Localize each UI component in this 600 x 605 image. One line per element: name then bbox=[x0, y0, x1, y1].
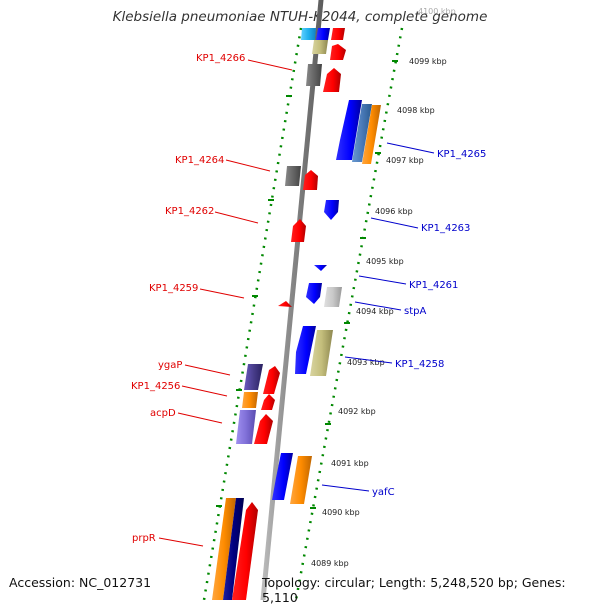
kbp-label: 4099 kbp bbox=[409, 57, 447, 66]
label-stpa: stpA bbox=[404, 306, 426, 317]
topology-text: Topology: circular; Length: 5,248,520 bp… bbox=[262, 575, 566, 605]
label-kp1-4263: KP1_4263 bbox=[421, 223, 470, 234]
left-labels: KP1_4266 KP1_4264 KP1_4262 KP1_4259 ygaP… bbox=[131, 53, 293, 547]
gene-features-top bbox=[301, 28, 346, 60]
gene-kp1-4262 bbox=[291, 219, 306, 242]
kbp-label: 4096 kbp bbox=[375, 207, 413, 216]
label-kp1-4259: KP1_4259 bbox=[149, 283, 198, 294]
kbp-label: 4094 kbp bbox=[356, 307, 394, 316]
genome-title: Klebsiella pneumoniae NTUH-K2044, comple… bbox=[112, 9, 488, 25]
kbp-label: 4090 kbp bbox=[322, 508, 360, 517]
kbp-label: 4097 kbp bbox=[386, 156, 424, 165]
label-kp1-4265: KP1_4265 bbox=[437, 149, 486, 160]
label-yafc: yafC bbox=[372, 487, 395, 498]
gene-prpr bbox=[212, 498, 258, 600]
gene-kp1-4264 bbox=[285, 166, 318, 190]
label-acpd: acpD bbox=[150, 408, 176, 419]
kbp-label: 4091 kbp bbox=[331, 459, 369, 468]
kbp-label: 4095 kbp bbox=[366, 257, 404, 266]
label-kp1-4261: KP1_4261 bbox=[409, 280, 458, 291]
accession-text: Accession: NC_012731 bbox=[9, 575, 152, 590]
label-kp1-4262: KP1_4262 bbox=[165, 206, 214, 217]
right-tick-track bbox=[294, 27, 404, 600]
label-kp1-4264: KP1_4264 bbox=[175, 155, 224, 166]
kbp-scale: 4089 kbp 4090 kbp 4091 kbp 4092 kbp 4093… bbox=[311, 7, 456, 568]
gene-kp1-4259 bbox=[278, 301, 292, 307]
label-ygap: ygaP bbox=[158, 360, 182, 371]
gene-yafc bbox=[272, 453, 312, 504]
gene-kp1-4263 bbox=[324, 200, 339, 220]
label-kp1-4258: KP1_4258 bbox=[395, 359, 444, 370]
label-kp1-4256: KP1_4256 bbox=[131, 381, 180, 392]
right-labels: KP1_4265 KP1_4263 KP1_4261 stpA KP1_4258… bbox=[321, 142, 486, 498]
gene-kp1-4256 bbox=[242, 392, 275, 410]
label-kp1-4266: KP1_4266 bbox=[196, 53, 245, 64]
gene-stpa bbox=[306, 283, 342, 307]
left-tick-track bbox=[202, 27, 303, 600]
kbp-label: 4093 kbp bbox=[347, 358, 385, 367]
genome-backbone bbox=[260, 0, 324, 600]
kbp-label: 4092 kbp bbox=[338, 407, 376, 416]
gene-ygap bbox=[244, 364, 280, 394]
gene-kp1-4266 bbox=[306, 64, 341, 92]
right-major-ticks bbox=[310, 60, 398, 509]
left-major-ticks bbox=[216, 95, 292, 507]
gene-acpd bbox=[236, 410, 273, 444]
kbp-label: 4100 kbp bbox=[418, 7, 456, 16]
kbp-label: 4089 kbp bbox=[311, 559, 349, 568]
gene-kp1-4261 bbox=[314, 265, 327, 271]
kbp-label: 4098 kbp bbox=[397, 106, 435, 115]
label-prpr: prpR bbox=[132, 533, 156, 544]
gene-kp1-4258 bbox=[295, 326, 333, 376]
gene-kp1-4265 bbox=[336, 100, 381, 164]
